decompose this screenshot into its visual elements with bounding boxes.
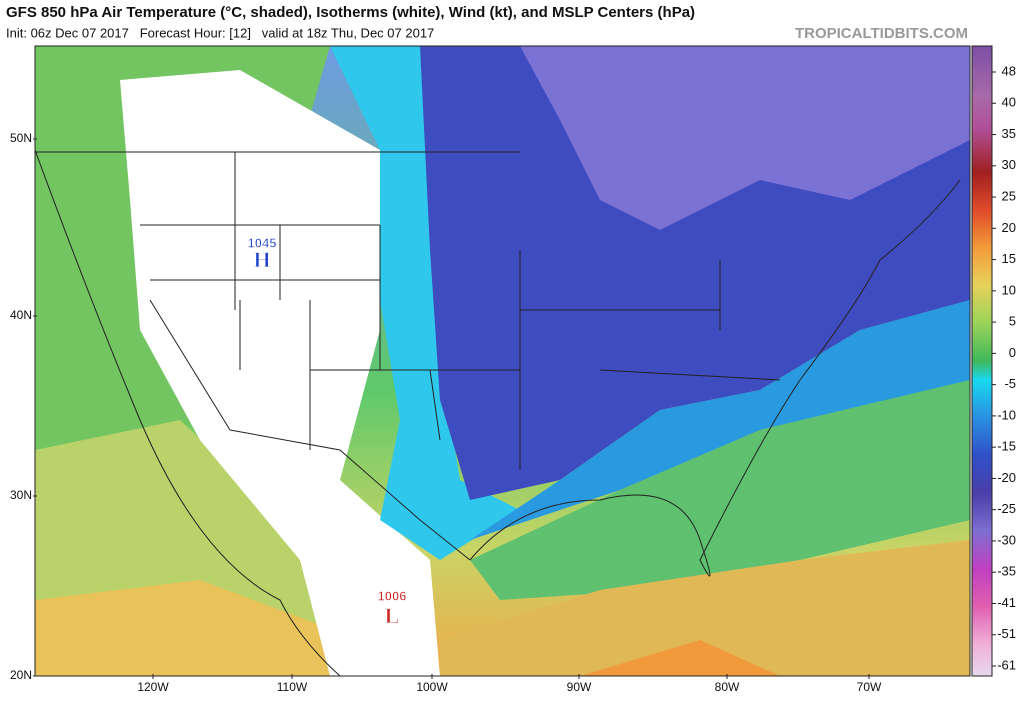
colorbar-label: 35 bbox=[1002, 126, 1016, 141]
colorbar-label: -15 bbox=[997, 439, 1016, 454]
latitude-label: 30N bbox=[10, 488, 32, 502]
map bbox=[35, 46, 970, 676]
mountain-mask bbox=[120, 70, 440, 676]
colorbar-label: 48 bbox=[1002, 63, 1016, 78]
colorbar-label: -10 bbox=[997, 407, 1016, 422]
colorbar-label: 0 bbox=[1009, 345, 1016, 360]
arctic-airmass bbox=[520, 46, 970, 230]
colorbar-label: 20 bbox=[1002, 220, 1016, 235]
latitude-label: 50N bbox=[10, 131, 32, 145]
pressure-center: H bbox=[253, 247, 270, 272]
colorbar-label: -61 bbox=[997, 657, 1016, 672]
pressure-value: 1045 bbox=[248, 235, 277, 250]
longitude-label: 100W bbox=[416, 680, 448, 694]
longitude-label: 80W bbox=[715, 680, 740, 694]
colorbar-label: -30 bbox=[997, 532, 1016, 547]
borders bbox=[35, 149, 961, 676]
longitude-label: 90W bbox=[567, 680, 592, 694]
colorbar-label: -35 bbox=[997, 564, 1016, 579]
colorbar-label: -41 bbox=[997, 595, 1016, 610]
colorbar-label: 40 bbox=[1002, 95, 1016, 110]
map-frame bbox=[34, 45, 971, 677]
colorbar-label: 25 bbox=[1002, 188, 1016, 203]
colorbar-label: 5 bbox=[1009, 314, 1016, 329]
caribbean-warm bbox=[580, 640, 780, 676]
colorbar-label: 10 bbox=[1002, 282, 1016, 297]
subtitle: Init: 06z Dec 07 2017 Forecast Hour: [12… bbox=[6, 25, 434, 40]
latitude-label: 20N bbox=[10, 668, 32, 682]
colorbar-label: -20 bbox=[997, 470, 1016, 485]
longitude-label: 70W bbox=[857, 680, 882, 694]
source: TROPICALTIDBITS.COM bbox=[795, 25, 968, 42]
latitude-label: 40N bbox=[10, 308, 32, 322]
colorbar-label: 30 bbox=[1002, 157, 1016, 172]
colorbar-label: -51 bbox=[997, 626, 1016, 641]
pressure-value: 1006 bbox=[378, 588, 407, 603]
transition-zone bbox=[470, 300, 970, 540]
colorbar bbox=[971, 45, 993, 677]
pressure-center: L bbox=[385, 603, 400, 628]
title: GFS 850 hPa Air Temperature (°C, shaded)… bbox=[6, 4, 695, 21]
colorbar-label: -5 bbox=[1004, 376, 1016, 391]
colorbar-label: -25 bbox=[997, 501, 1016, 516]
colorbar-label: 15 bbox=[1002, 251, 1016, 266]
longitude-label: 110W bbox=[277, 680, 308, 694]
longitude-label: 120W bbox=[137, 680, 169, 694]
gulf-warm bbox=[440, 540, 970, 676]
southeast-region bbox=[470, 380, 970, 600]
southwest-warm bbox=[35, 580, 360, 676]
